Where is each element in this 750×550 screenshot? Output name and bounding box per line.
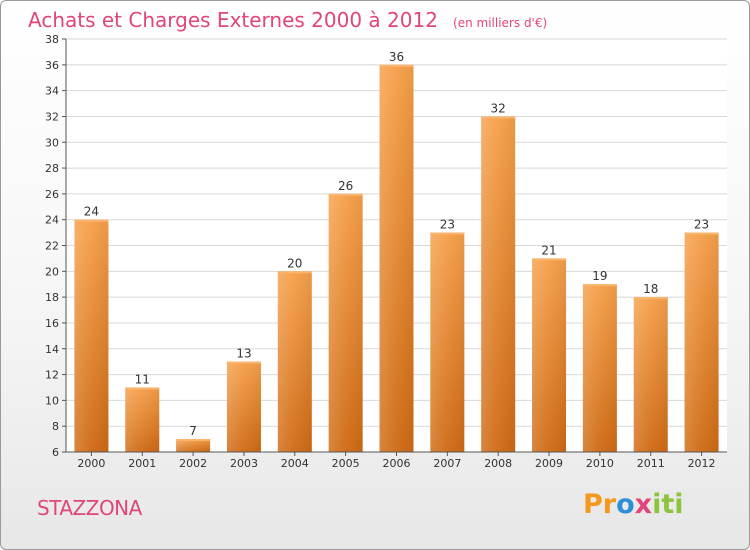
data-label: 24 <box>84 205 99 219</box>
bar-top-edge <box>481 116 516 119</box>
bar-top-edge <box>74 219 109 222</box>
x-tick-label: 2012 <box>688 457 716 470</box>
commune-name: STAZZONA <box>37 496 142 520</box>
logo-part-2: o <box>616 489 635 520</box>
y-tick-label: 14 <box>45 343 59 356</box>
bar-top-edge <box>430 232 465 235</box>
chart-title-block: Achats et Charges Externes 2000 à 2012 (… <box>28 8 547 32</box>
bar-shine <box>633 297 668 452</box>
y-tick-label: 20 <box>45 265 59 278</box>
y-tick-label: 26 <box>45 188 59 201</box>
y-tick-label: 10 <box>45 394 59 407</box>
y-tick-label: 22 <box>45 240 59 253</box>
y-tick-label: 28 <box>45 162 59 175</box>
x-tick-label: 2000 <box>77 457 105 470</box>
y-tick-label: 34 <box>45 85 59 98</box>
logo-part-3: x <box>634 489 653 520</box>
bar-shine <box>328 193 363 452</box>
y-tick-label: 36 <box>45 59 59 72</box>
bar-shine <box>379 64 414 452</box>
y-tick-label: 8 <box>52 420 59 433</box>
x-tick-label: 2010 <box>586 457 614 470</box>
bar-shine <box>125 387 160 452</box>
y-tick-label: 6 <box>52 446 59 459</box>
bar-shine <box>277 271 312 452</box>
x-tick-label: 2008 <box>484 457 512 470</box>
bar-top-edge <box>532 258 567 261</box>
x-tick-label: 2001 <box>128 457 156 470</box>
data-label: 19 <box>592 269 607 283</box>
data-label: 7 <box>189 424 197 438</box>
logo-part-1: Pr <box>583 489 617 520</box>
data-label: 32 <box>491 101 506 115</box>
bar-top-edge <box>633 297 668 300</box>
y-tick-label: 32 <box>45 110 59 123</box>
proxiti-logo: Proxiti <box>583 489 684 520</box>
bar-shine <box>684 232 719 452</box>
x-tick-label: 2009 <box>535 457 563 470</box>
y-tick-label: 24 <box>45 214 59 227</box>
x-tick-label: 2007 <box>433 457 461 470</box>
data-label: 11 <box>135 372 150 386</box>
data-label: 36 <box>389 50 404 64</box>
bar-top-edge <box>226 361 261 364</box>
data-label: 21 <box>541 243 556 257</box>
x-tick-label: 2006 <box>383 457 411 470</box>
y-tick-label: 38 <box>45 33 59 46</box>
bar-shine <box>532 258 567 452</box>
y-tick-label: 30 <box>45 136 59 149</box>
data-label: 23 <box>440 218 455 232</box>
data-label: 23 <box>694 218 709 232</box>
bar-top-edge <box>176 439 211 442</box>
data-label: 26 <box>338 179 353 193</box>
data-label: 20 <box>287 256 302 270</box>
x-tick-label: 2002 <box>179 457 207 470</box>
chart-title: Achats et Charges Externes 2000 à 2012 <box>28 8 438 32</box>
x-tick-label: 2005 <box>332 457 360 470</box>
x-tick-label: 2004 <box>281 457 309 470</box>
bar-top-edge <box>125 387 160 390</box>
data-label: 18 <box>643 282 658 296</box>
bar-shine <box>430 232 465 452</box>
x-tick-label: 2003 <box>230 457 258 470</box>
bar-top-edge <box>379 64 414 67</box>
data-label: 13 <box>236 347 251 361</box>
bar-top-edge <box>582 284 617 287</box>
x-tick-label: 2011 <box>637 457 665 470</box>
bar-shine <box>74 219 109 452</box>
y-tick-label: 16 <box>45 317 59 330</box>
bar-top-edge <box>328 193 363 196</box>
logo-part-4: iti <box>652 489 684 520</box>
bar-top-edge <box>277 271 312 274</box>
bar-shine <box>481 116 516 452</box>
bars: 24 11 7 13 20 26 36 23 32 21 19 18 23 <box>74 50 719 452</box>
axes: 6 8 10 12 14 16 18 20 22 24 26 28 30 32 34 36 38 2000 2001… <box>45 33 727 470</box>
y-tick-label: 12 <box>45 369 59 382</box>
bar-shine <box>582 284 617 452</box>
chart-unit-label: (en milliers d'€) <box>453 16 548 30</box>
bar-shine <box>176 439 211 452</box>
y-tick-label: 18 <box>45 291 59 304</box>
bar-shine <box>226 361 261 452</box>
bar-top-edge <box>684 232 719 235</box>
